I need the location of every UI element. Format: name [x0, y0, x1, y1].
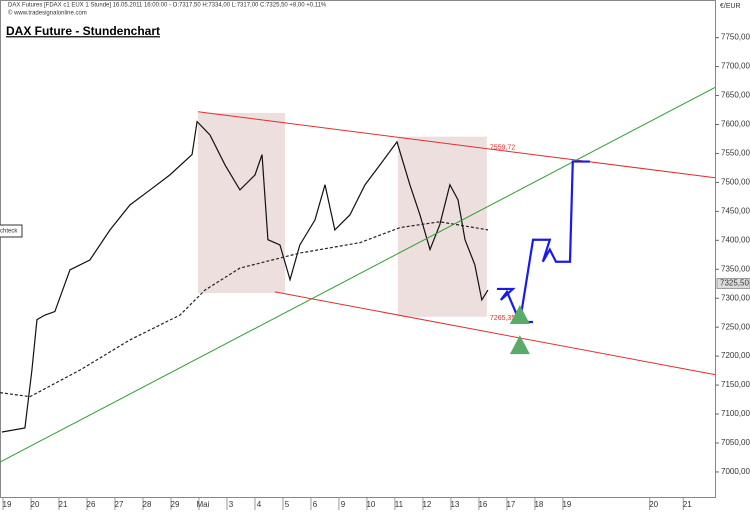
side-box — [0, 224, 23, 238]
y-tick-label: 7750,00 — [721, 33, 750, 42]
last-price-label: 7325,50 — [720, 279, 749, 288]
x-tick-label: 27 — [115, 500, 124, 509]
y-tick-label: 7350,00 — [721, 264, 750, 273]
x-tick-label: 11 — [395, 500, 404, 509]
shaded-region — [197, 112, 285, 294]
y-tick-label: 7300,00 — [721, 293, 750, 302]
chart-title: DAX Future - Stundenchart — [6, 24, 160, 38]
x-tick-label: 3 — [229, 500, 234, 509]
y-tick-label: 7150,00 — [721, 380, 750, 389]
x-tick-label: 20 — [31, 500, 40, 509]
x-tick-label: Mai — [197, 500, 210, 509]
shaded-region — [397, 136, 487, 317]
x-tick-label: 21 — [59, 500, 68, 509]
price-line — [197, 111, 716, 179]
x-tick-label: 16 — [478, 500, 487, 509]
source: © www.tradesignalonline.com — [8, 10, 87, 17]
currency: €/EUR — [720, 3, 741, 10]
header: DAX Futures [FDAX c1 EUX 1 Stunde] 16.05… — [8, 3, 327, 9]
x-tick-label: 21 — [683, 500, 692, 509]
x-tick-label: 19 — [562, 500, 571, 509]
signal-triangle — [509, 305, 530, 325]
y-tick-label: 7550,00 — [721, 149, 750, 158]
y-tick-label: 7200,00 — [721, 351, 750, 360]
x-tick-label: 29 — [171, 500, 180, 509]
y-tick-label: 7400,00 — [721, 235, 750, 244]
x-tick-label: 12 — [422, 500, 431, 509]
x-tick-label: 20 — [649, 500, 658, 509]
price-line — [0, 221, 489, 398]
price-line — [496, 160, 590, 324]
price-line — [0, 86, 716, 463]
y-tick-label: 7250,00 — [721, 322, 750, 331]
x-tick-label: 28 — [143, 500, 152, 509]
plot-frame — [0, 0, 716, 498]
x-tick-label: 4 — [257, 500, 262, 509]
x-tick-label: 5 — [285, 500, 290, 509]
y-tick-label: 7500,00 — [721, 178, 750, 187]
y-tick-label: 7450,00 — [721, 206, 750, 215]
y-tick-label: 7700,00 — [721, 62, 750, 71]
y-tick-label: 7000,00 — [721, 467, 750, 476]
price-line — [274, 291, 716, 376]
y-tick-label: 7650,00 — [721, 91, 750, 100]
signal-triangle — [509, 335, 530, 355]
x-tick-label: 19 — [3, 500, 12, 509]
x-tick-label: 9 — [341, 500, 346, 509]
x-tick-label: 26 — [87, 500, 96, 509]
side-label: chteck — [0, 229, 18, 235]
y-tick-label: 7050,00 — [721, 438, 750, 447]
x-tick-label: 17 — [506, 500, 515, 509]
price-line — [1, 120, 489, 433]
y-tick-label: 7600,00 — [721, 120, 750, 129]
x-tick-label: 18 — [534, 500, 543, 509]
last-price-box — [716, 277, 750, 289]
level-label: 7559,72 — [490, 145, 515, 152]
x-tick-label: 13 — [450, 500, 459, 509]
y-tick-label: 7100,00 — [721, 409, 750, 418]
x-tick-label: 6 — [313, 500, 318, 509]
x-tick-label: 10 — [366, 500, 375, 509]
level-label: 7265,35 — [490, 315, 515, 322]
